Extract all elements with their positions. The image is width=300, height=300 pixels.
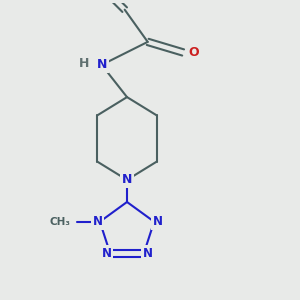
Text: O: O: [188, 46, 199, 59]
Text: N: N: [153, 215, 163, 228]
Text: N: N: [142, 247, 152, 260]
Text: N: N: [122, 173, 132, 186]
Text: H: H: [79, 58, 89, 70]
Text: N: N: [93, 215, 103, 228]
Text: N: N: [97, 58, 107, 71]
Text: N: N: [101, 247, 112, 260]
Text: CH₃: CH₃: [50, 217, 71, 227]
